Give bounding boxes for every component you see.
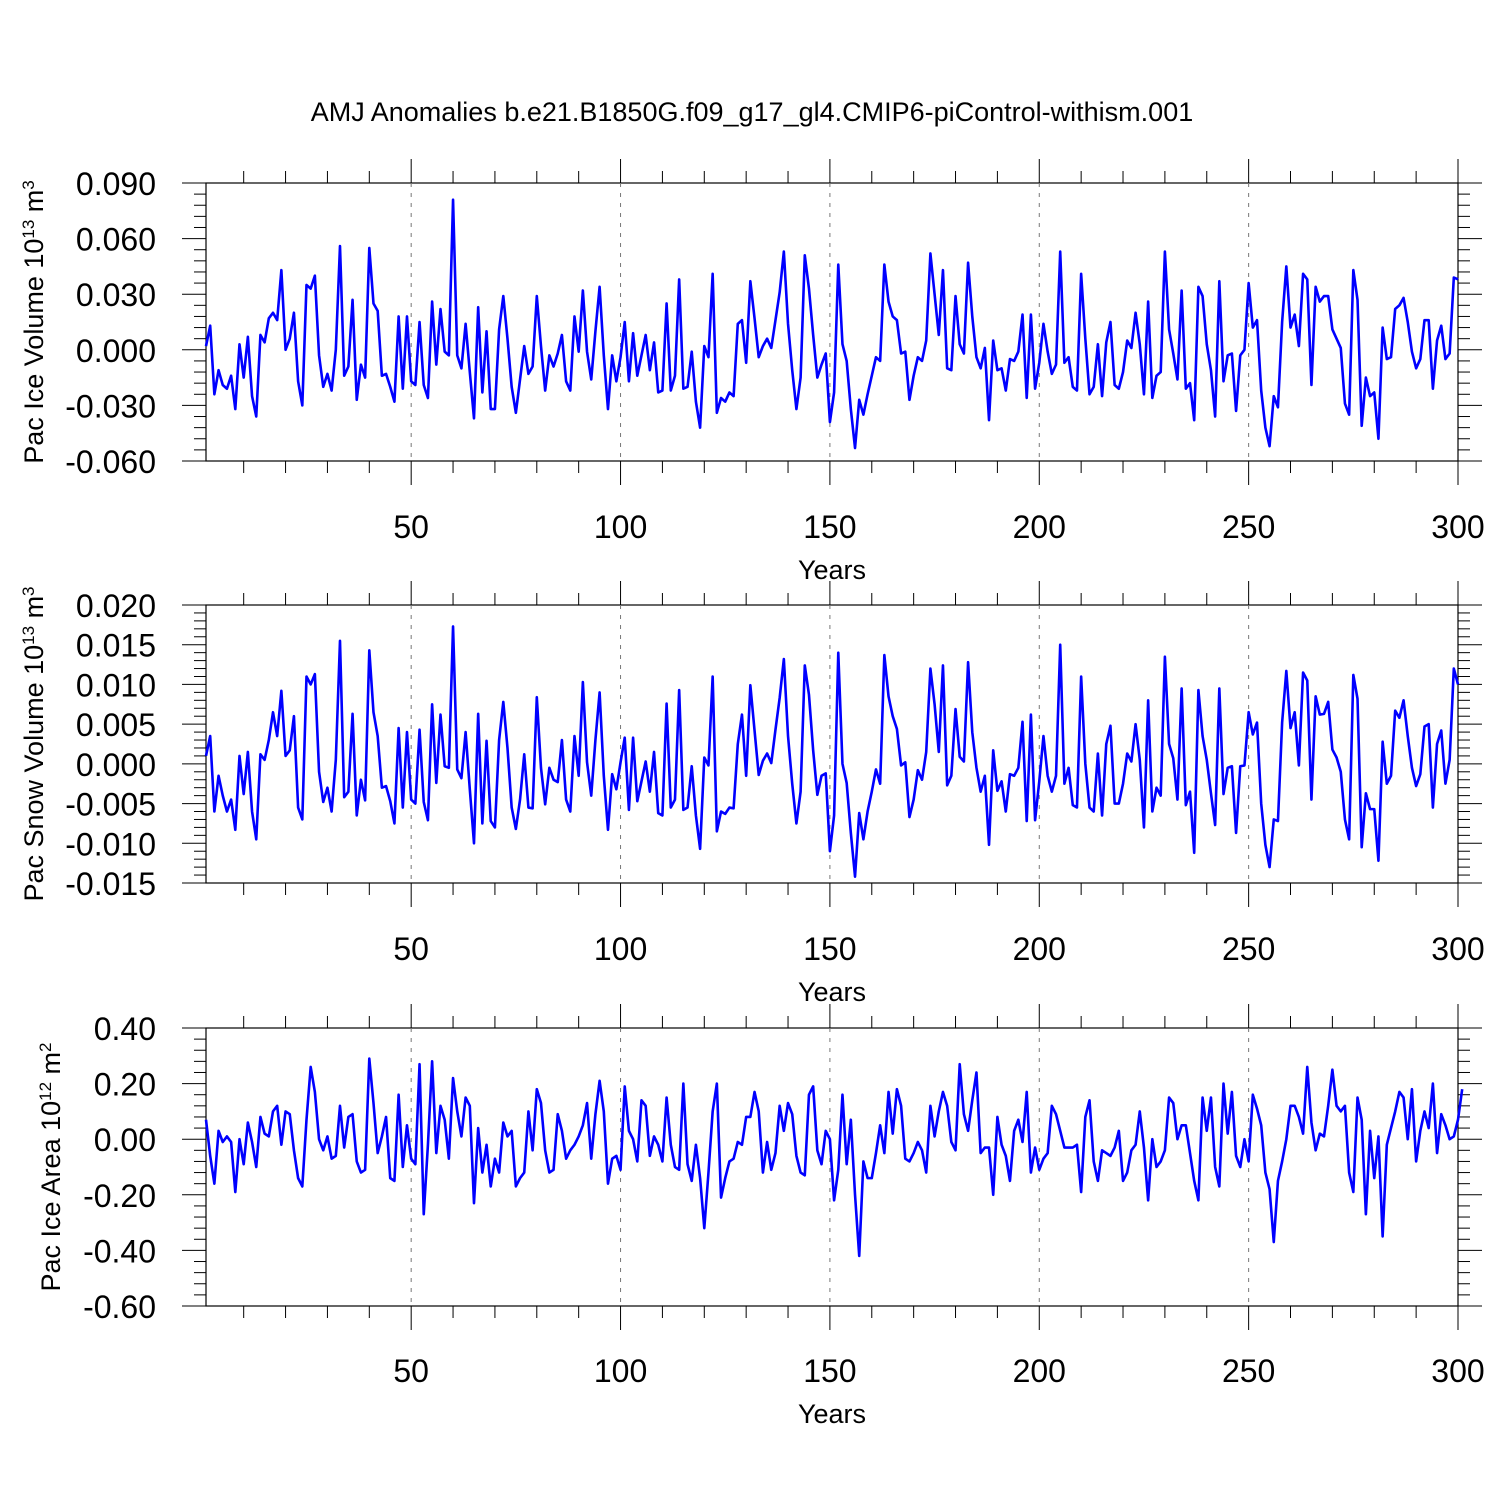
snow-volume-y-tick-label: 0.010 [76,667,156,703]
ice-area-y-tick-label: -0.20 [83,1178,156,1214]
ice-area-y-tick-label: -0.40 [83,1233,156,1269]
ice-area-x-tick-label: 150 [803,1353,856,1389]
ice-area-x-axis-label: Years [798,1399,866,1429]
snow-volume-y-tick-label: -0.010 [65,826,156,862]
ice-area-x-tick-label: 100 [594,1353,647,1389]
ice-volume-y-axis-label: Pac Ice Volume 1013 m3 [19,180,50,464]
ice-area-x-tick-label: 200 [1013,1353,1066,1389]
chart-title: AMJ Anomalies b.e21.B1850G.f09_g17_gl4.C… [311,97,1193,127]
ice-area-panel: 50 100 150 200 250 300 Years -0.60 -0.40 -0.20 0.0… [36,1004,1485,1429]
ice-volume-plot-frame [205,182,1459,462]
ice-volume-x-tick-label: 200 [1013,509,1066,545]
snow-volume-x-tick-label: 200 [1013,931,1066,967]
ice-volume-y-tick-label: 0.090 [76,166,156,202]
snow-volume-x-tick-label: 100 [594,931,647,967]
snow-volume-x-tick-label: 50 [393,931,429,967]
ice-volume-y-tick-label: 0.030 [76,277,156,313]
ice-area-y-tick-label: 0.20 [94,1067,156,1103]
snow-volume-y-tick-label: 0.005 [76,707,156,743]
snow-volume-y-tick-label: 0.000 [76,747,156,783]
ice-volume-x-tick-label: 300 [1431,509,1484,545]
ice-area-y-tick-label: -0.60 [83,1289,156,1325]
snow-volume-y-tick-label: -0.015 [65,866,156,902]
snow-volume-plot-frame [205,604,1459,884]
snow-volume-x-tick-label: 300 [1431,931,1484,967]
snow-volume-y-tick-label: 0.020 [76,588,156,624]
ice-volume-x-tick-label: 150 [803,509,856,545]
ice-area-x-tick-label: 300 [1431,1353,1484,1389]
ice-area-y-axis-label: Pac Ice Area 1012 m2 [36,1042,67,1291]
snow-volume-y-tick-label: -0.005 [65,787,156,823]
ice-area-y-tick-label: 0.40 [94,1011,156,1047]
snow-volume-panel: 50 100 150 200 250 300 Years -0.015 -0.010-0.005… [19,581,1485,1007]
snow-volume-x-axis-label: Years [798,977,866,1007]
ice-volume-series-line [204,198,1459,450]
ice-area-series-line [204,1057,1464,1258]
ice-volume-y-tick-label: -0.060 [65,444,156,480]
snow-volume-series-line [204,625,1460,878]
ice-volume-panel: 50 100 150 200 250 300 Years -0.060 -0.030 0.000 0… [19,159,1485,585]
snow-volume-y-tick-label: 0.015 [76,628,156,664]
ice-volume-y-tick-label: -0.030 [65,388,156,424]
ice-area-x-tick-label: 50 [393,1353,429,1389]
ice-volume-x-tick-label: 50 [393,509,429,545]
ice-area-plot-frame [205,1027,1459,1307]
snow-volume-x-tick-label: 250 [1222,931,1275,967]
ice-area-y-tick-label: 0.00 [94,1122,156,1158]
ice-area-x-tick-label: 250 [1222,1353,1275,1389]
snow-volume-x-tick-label: 150 [803,931,856,967]
ice-volume-x-tick-label: 250 [1222,509,1275,545]
ice-volume-y-tick-label: 0.000 [76,333,156,369]
ice-volume-y-tick-label: 0.060 [76,222,156,258]
snow-volume-y-axis-label: Pac Snow Volume 1013 m3 [19,586,50,901]
ice-volume-x-tick-label: 100 [594,509,647,545]
ice-volume-x-axis-label: Years [798,555,866,585]
